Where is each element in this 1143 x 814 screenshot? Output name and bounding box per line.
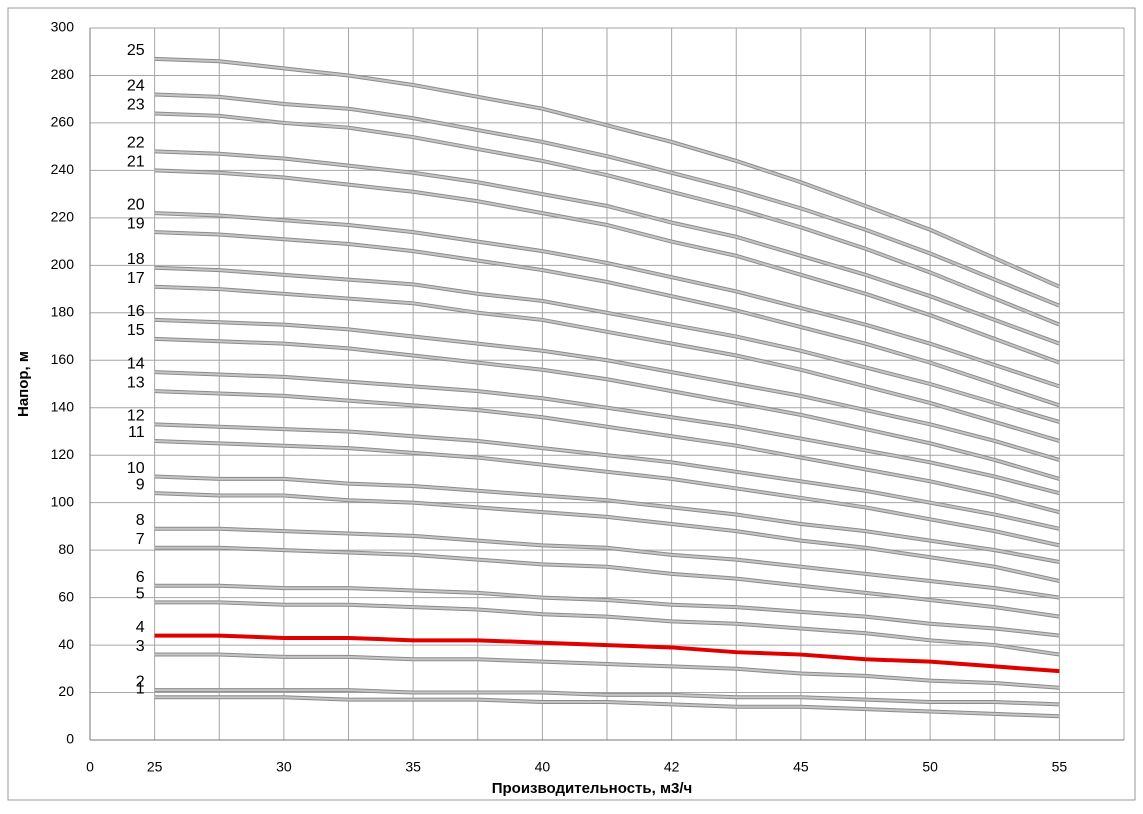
series-label: 22 [127, 135, 145, 152]
series-label: 16 [127, 303, 145, 320]
series-label: 15 [127, 322, 145, 339]
line [154, 337, 1060, 480]
series-label: 20 [127, 196, 145, 213]
y-tick-label: 40 [58, 636, 74, 652]
y-tick-label: 200 [51, 256, 75, 272]
line [154, 653, 1060, 689]
x-tick-label: 25 [147, 759, 163, 775]
y-tick-label: 300 [51, 19, 75, 35]
series-label: 13 [127, 374, 145, 391]
y-tick-label: 160 [51, 351, 75, 367]
series-label: 11 [128, 424, 145, 441]
line [154, 546, 1060, 618]
y-tick-label: 280 [51, 66, 75, 82]
y-tick-label: 0 [66, 731, 74, 747]
series-label: 8 [136, 512, 145, 529]
x-tick-label: 50 [922, 759, 938, 775]
chart-frame [7, 7, 1136, 801]
line [154, 169, 1060, 364]
series-label: 25 [127, 42, 145, 59]
line [154, 231, 1060, 407]
y-tick-label: 100 [51, 493, 75, 509]
series-label: 17 [127, 270, 145, 287]
series-label: 21 [127, 154, 145, 171]
y-tick-label: 240 [51, 161, 75, 177]
series-label: 9 [136, 476, 145, 493]
line [154, 93, 1060, 307]
y-axis-title: Напор, м [15, 351, 32, 417]
line [154, 285, 1060, 442]
series-label: 4 [136, 619, 145, 636]
line [154, 584, 1060, 637]
y-tick-label: 80 [58, 541, 74, 557]
y-tick-label: 260 [51, 114, 75, 130]
line [154, 150, 1060, 345]
series-label: 24 [127, 78, 145, 95]
line [154, 390, 1060, 514]
line [154, 318, 1060, 461]
y-tick-label: 180 [51, 304, 75, 320]
line [154, 601, 1060, 656]
line [154, 696, 1060, 718]
y-tick-label: 220 [51, 209, 75, 225]
x-axis-title: Производительность, м3/ч [492, 780, 693, 797]
x-tick-label: 30 [276, 759, 292, 775]
line [154, 475, 1060, 563]
x-tick-label: 42 [664, 759, 680, 775]
line [154, 371, 1060, 495]
series-label: 2 [136, 673, 145, 690]
line [154, 439, 1060, 547]
y-tick-label: 120 [51, 446, 75, 462]
line [154, 527, 1060, 599]
series-label: 14 [127, 355, 145, 372]
line [154, 423, 1060, 530]
x-tick-label: 40 [535, 759, 551, 775]
series-label: 23 [127, 97, 145, 114]
x-tick-label: 35 [405, 759, 421, 775]
x-tick-label: 0 [86, 759, 94, 775]
series-label: 12 [127, 408, 145, 425]
line [154, 112, 1060, 326]
x-tick-label: 55 [1052, 759, 1068, 775]
series-label: 1 [136, 680, 145, 697]
line [154, 492, 1060, 582]
line [154, 57, 1060, 288]
series-label: 5 [136, 586, 145, 603]
series-label: 10 [127, 460, 145, 477]
line [154, 633, 1060, 674]
series-label: 7 [136, 531, 145, 548]
y-tick-label: 20 [58, 683, 74, 699]
y-tick-label: 60 [58, 588, 74, 604]
line [154, 689, 1060, 706]
series-label: 6 [136, 569, 145, 586]
series-label: 19 [127, 215, 145, 232]
line [154, 212, 1060, 388]
line [154, 266, 1060, 423]
y-tick-label: 140 [51, 398, 75, 414]
x-tick-label: 45 [793, 759, 809, 775]
series-label: 18 [127, 251, 145, 268]
series-label: 3 [136, 638, 145, 655]
